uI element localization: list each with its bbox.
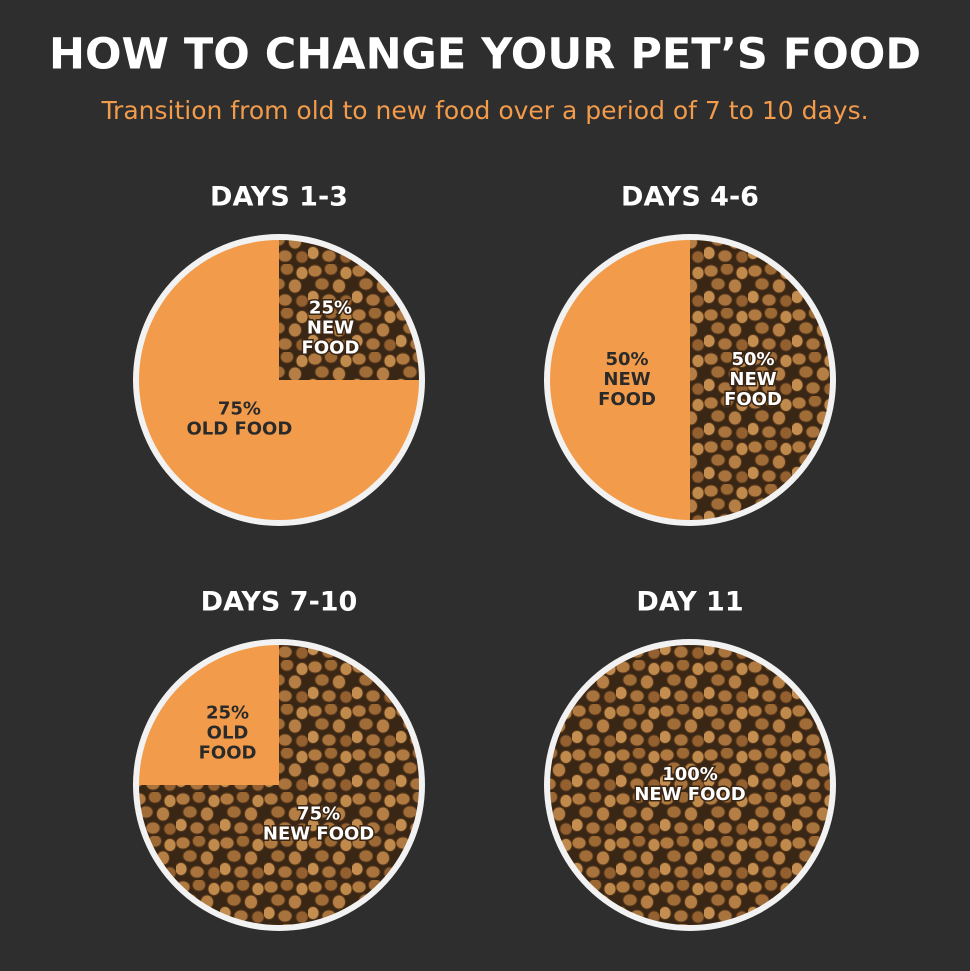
pie-title: DAYS 7-10 bbox=[201, 587, 358, 618]
pie-slice bbox=[550, 240, 690, 520]
pie-slice bbox=[690, 240, 830, 520]
slice-value-label: 50% bbox=[605, 349, 648, 370]
slice-category-label: OLD FOOD bbox=[186, 419, 292, 440]
pie-slice bbox=[279, 240, 419, 380]
slice-value-label: 75% bbox=[218, 399, 261, 420]
slice-category-label: NEW FOOD bbox=[724, 369, 782, 410]
pie-slice bbox=[550, 645, 830, 925]
subtitle: Transition from old to new food over a p… bbox=[100, 96, 868, 125]
slice-value-label: 75% bbox=[297, 804, 340, 825]
slice-category-label: NEW FOOD bbox=[634, 784, 745, 805]
slice-value-label: 50% bbox=[731, 349, 774, 370]
slice-category-label: NEW FOOD bbox=[598, 369, 656, 410]
pie-title: DAYS 4-6 bbox=[621, 182, 759, 213]
pie-title: DAYS 1-3 bbox=[210, 182, 348, 213]
slice-category-label: NEW FOOD bbox=[302, 318, 360, 359]
title: HOW TO CHANGE YOUR PET’S FOOD bbox=[49, 30, 921, 80]
pie-slice bbox=[139, 240, 419, 520]
slice-value-label: 25% bbox=[206, 703, 249, 724]
slice-category-label: OLD FOOD bbox=[199, 723, 257, 764]
pie-title: DAY 11 bbox=[636, 587, 743, 618]
slice-value-label: 25% bbox=[309, 298, 352, 319]
slice-value-label: 100% bbox=[662, 764, 718, 785]
slice-category-label: NEW FOOD bbox=[263, 824, 374, 845]
pie-slice bbox=[139, 645, 279, 785]
